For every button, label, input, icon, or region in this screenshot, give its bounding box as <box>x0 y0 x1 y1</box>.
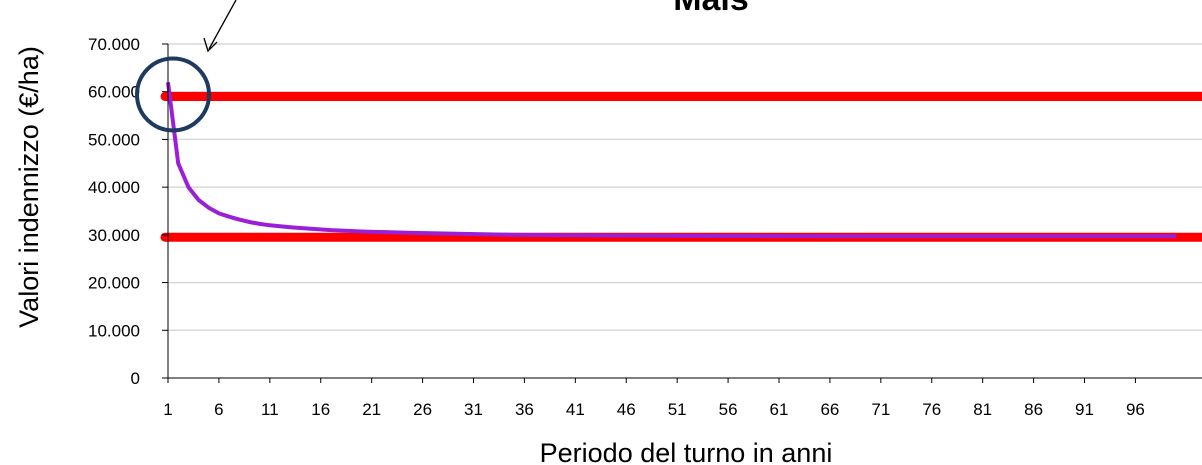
y-tick-label: 70.000 <box>88 35 140 54</box>
chart-title: Mais <box>673 0 749 18</box>
annotation-arrow <box>208 0 237 50</box>
y-axis-title: Valori indennizzo (€/ha) <box>14 46 44 328</box>
x-tick-label: 11 <box>261 400 279 419</box>
annotation-arrowhead <box>203 37 218 53</box>
y-tick-label: 20.000 <box>88 274 140 293</box>
x-tick-label: 6 <box>214 400 223 419</box>
x-tick-label: 31 <box>464 400 483 419</box>
x-tick-label: 81 <box>973 400 992 419</box>
x-tick-label: 26 <box>413 400 432 419</box>
x-tick-label: 46 <box>617 400 636 419</box>
x-tick-label: 41 <box>566 400 585 419</box>
annotations <box>135 0 237 133</box>
x-tick-label: 21 <box>362 400 381 419</box>
x-tick-label: 1 <box>163 400 172 419</box>
x-tick-label: 56 <box>719 400 738 419</box>
y-tick-label: 0 <box>131 369 140 388</box>
y-tick-label: 40.000 <box>88 178 140 197</box>
gridlines <box>168 43 1202 332</box>
x-tick-label: 96 <box>1126 400 1145 419</box>
data-series <box>166 81 1177 239</box>
series-line <box>166 81 1177 239</box>
y-tick-label: 10.000 <box>88 321 140 340</box>
axes: 0 10.000 20.000 30.000 40.000 50.000 60.000 70.… <box>88 35 1202 419</box>
x-axis-title: Periodo del turno in anni <box>540 438 833 465</box>
highlight-circle <box>135 56 211 133</box>
x-tick-label: 86 <box>1024 400 1043 419</box>
y-tick-label: 60.000 <box>88 83 140 102</box>
x-tick-label: 51 <box>668 400 687 419</box>
y-tick-label: 50.000 <box>88 130 140 149</box>
y-tick-label: 30.000 <box>88 226 140 245</box>
x-tick-label: 36 <box>515 400 534 419</box>
x-tick-label: 61 <box>770 400 789 419</box>
x-tick-label: 16 <box>311 400 330 419</box>
x-tick-label: 76 <box>922 400 941 419</box>
reference-lines <box>160 91 1202 242</box>
x-tick-label: 71 <box>871 400 890 419</box>
x-tick-label: 66 <box>820 400 839 419</box>
x-tick-label: 91 <box>1075 400 1094 419</box>
